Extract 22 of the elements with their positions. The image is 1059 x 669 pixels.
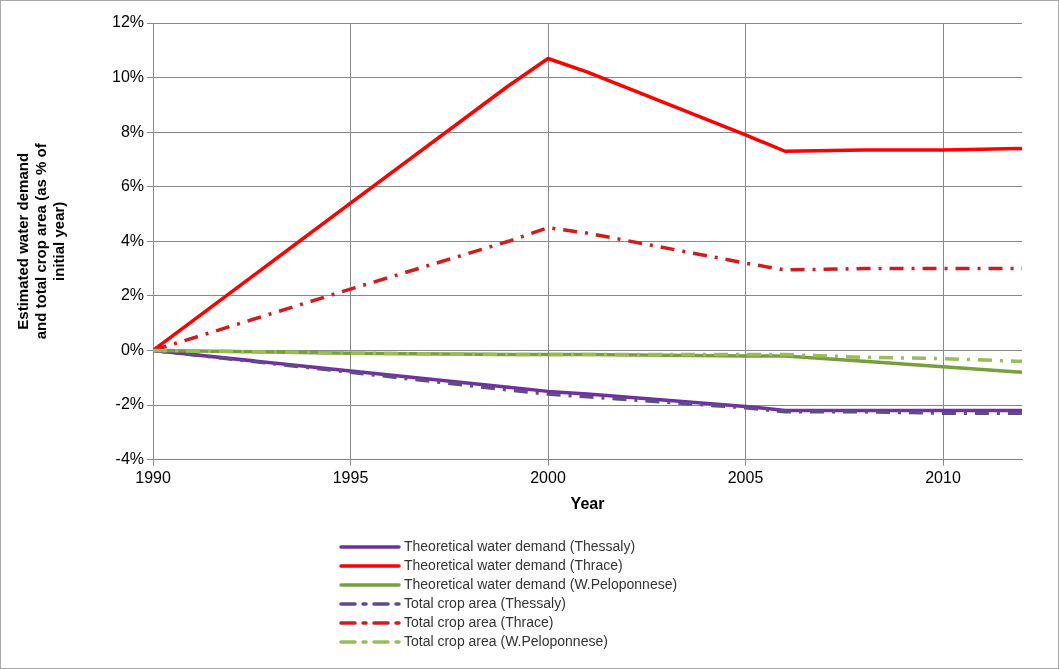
x-tick-label: 1990 xyxy=(135,468,171,486)
legend-label: Total crop area (Thessaly) xyxy=(404,594,566,613)
x-tick-label: 2005 xyxy=(727,468,764,486)
legend-label: Theoretical water demand (Thrace) xyxy=(404,556,623,575)
x-tick-label: 1995 xyxy=(332,468,369,486)
x-tick-label: 2010 xyxy=(925,468,961,486)
y-tick-label: -4% xyxy=(115,450,145,468)
y-tick-label: -2% xyxy=(115,395,145,413)
y-tick-label: 6% xyxy=(120,177,145,195)
y-axis-title: Estimated water demand and total crop area (as % of initial year) xyxy=(14,142,68,340)
legend-label: Theoretical water demand (W.Peloponnese) xyxy=(404,575,678,594)
x-axis-title: Year xyxy=(570,494,605,512)
y-tick-label: 8% xyxy=(120,122,145,140)
y-tick-label: 10% xyxy=(111,67,145,85)
y-tick-label: 4% xyxy=(120,231,145,249)
x-tick-label: 2000 xyxy=(530,468,566,486)
y-tick-label: 12% xyxy=(111,13,145,31)
y-tick-label: 0% xyxy=(120,340,145,358)
legend-label: Total crop area (W.Peloponnese) xyxy=(404,632,608,651)
legend-label: Total crop area (Thrace) xyxy=(404,613,554,632)
y-tick-label: 2% xyxy=(120,286,145,304)
legend-label: Theoretical water demand (Thessaly) xyxy=(404,537,636,556)
